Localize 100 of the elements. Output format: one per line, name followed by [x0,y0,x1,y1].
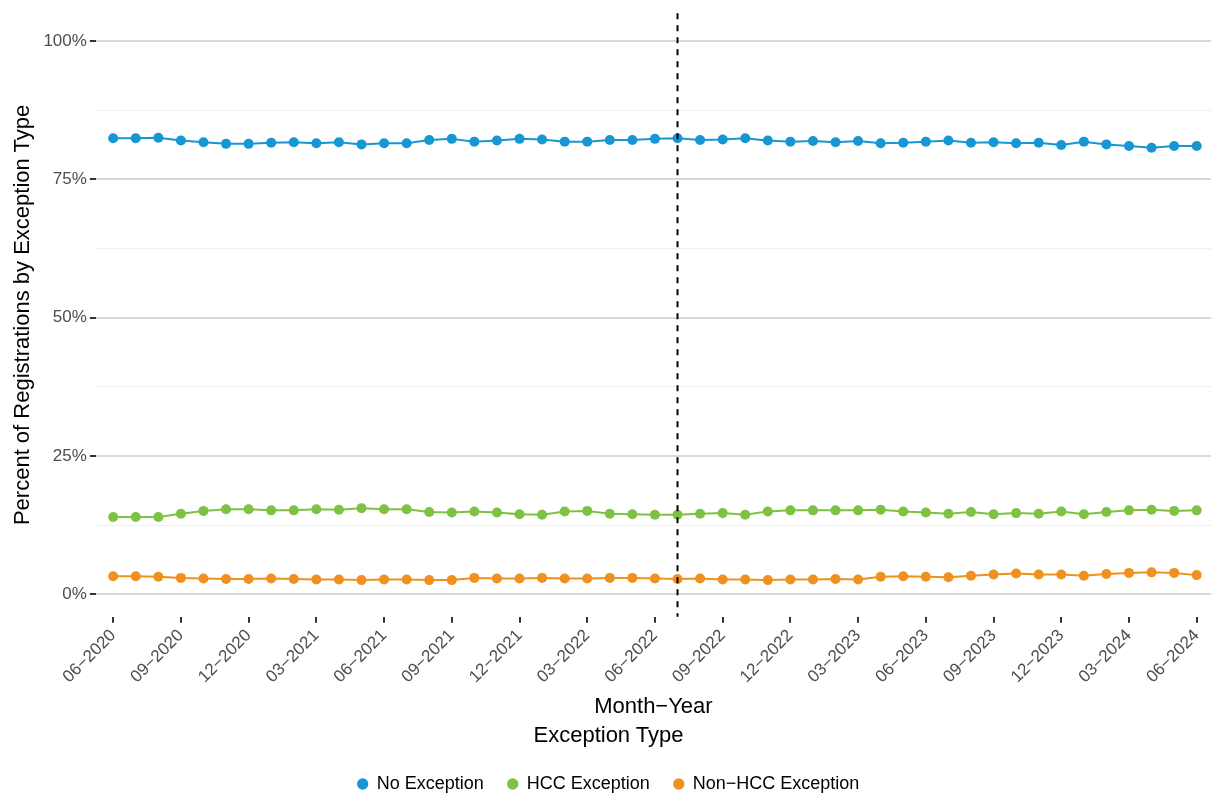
point [108,133,119,144]
y-tick-label: 100% [43,30,87,50]
point [695,508,706,519]
point [649,133,660,144]
point [965,570,976,581]
point [853,505,864,516]
point [853,136,864,147]
point [379,504,390,515]
point [920,571,931,582]
point [1056,506,1067,517]
point [762,506,773,517]
point [243,574,254,584]
point [988,509,999,520]
point [469,572,480,583]
point [379,138,390,149]
point [875,571,886,582]
point [537,134,548,145]
point [1011,508,1022,519]
point [356,575,367,586]
point [198,573,209,584]
legend-title: Exception Type [533,721,684,747]
point [604,134,615,145]
point [356,139,367,150]
point [649,573,660,584]
point [175,572,186,583]
point [1101,139,1112,150]
point [830,574,841,584]
point [446,133,457,144]
point [446,575,457,586]
point [875,504,886,515]
point [898,137,909,148]
point [424,507,435,518]
point [1078,570,1089,581]
point [965,137,976,148]
point [288,137,299,148]
point [1101,569,1112,580]
point [649,509,660,520]
point [333,137,344,148]
point [807,505,818,516]
point [130,571,141,582]
point [243,504,254,515]
point [762,135,773,146]
point [1011,138,1022,149]
point [695,134,706,145]
point [153,132,164,143]
point [1033,137,1044,148]
point [266,505,277,516]
point [1191,570,1202,581]
point [740,574,751,585]
point [491,135,502,146]
y-tick-label: 50% [52,307,87,327]
point [717,134,728,145]
point [785,136,796,147]
point [288,574,299,584]
point [988,137,999,148]
point [266,573,277,584]
point [311,574,322,585]
point [356,503,367,514]
y-tick-label: 75% [52,168,87,188]
point [311,504,322,515]
point [1101,507,1112,518]
point [130,133,141,144]
point [108,511,119,522]
point [424,134,435,145]
point [717,574,728,585]
point [491,573,502,584]
point [559,506,570,517]
point [604,572,615,583]
point [1123,141,1134,152]
point [243,138,254,149]
point [898,571,909,582]
y-axis-title: Percent of Registrations by Exception Type [9,104,35,526]
legend-label: No Exception [376,772,484,793]
point [627,509,638,520]
point [266,137,277,148]
point [1146,567,1157,578]
point [311,138,322,149]
point [695,573,706,584]
point [1191,505,1202,516]
point [469,506,480,517]
point [424,575,435,586]
point [830,505,841,516]
point [807,574,818,585]
point [1056,569,1067,580]
point [221,138,232,149]
point [582,136,593,147]
point [221,504,232,515]
point [333,574,344,585]
point [1123,505,1134,516]
point [1169,505,1180,516]
point [1191,141,1202,152]
point [785,505,796,516]
point [559,136,570,147]
point [1011,568,1022,579]
point [604,508,615,519]
point [514,509,525,520]
point [1123,567,1134,578]
point [582,505,593,516]
point [333,504,344,515]
point [537,572,548,583]
